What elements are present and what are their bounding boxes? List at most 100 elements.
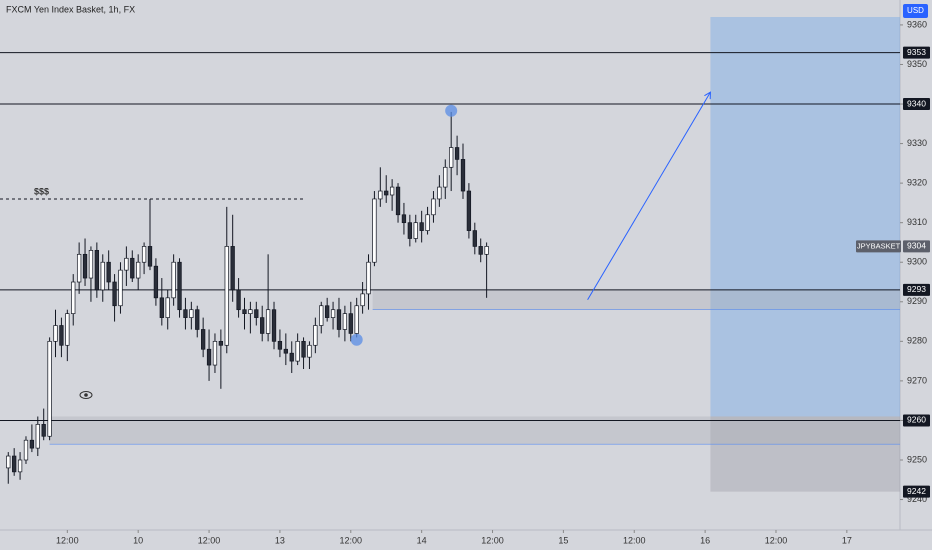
candle-body [29,439,35,449]
candle-body [141,246,147,263]
candle-body [224,246,229,346]
candle-body [106,261,111,283]
candle-body [189,309,194,318]
candle-body [283,348,288,354]
target-zone [710,17,900,417]
candle-body [265,309,271,334]
x-tick-label: 12:00 [481,535,504,545]
candle-body [94,250,100,291]
candle-body [124,257,129,271]
candle-body [159,297,164,318]
candle-body [342,313,348,330]
candle-body [419,222,424,231]
eye-outline[interactable] [79,391,93,399]
candle-body [319,305,324,326]
candle-body [336,309,342,330]
arrow-head [704,91,711,100]
candle-body [295,340,300,362]
x-tick-label: 13 [275,535,285,545]
y-tick-label: 9280 [907,336,927,346]
candle-body [242,309,247,314]
y-tick-label: 9360 [907,19,927,29]
visibility-icon[interactable] [79,391,93,399]
candle-body [12,455,17,473]
price-label-box [903,414,930,427]
candle-body [360,293,365,307]
candle-body [6,455,11,469]
y-tick-label: 9350 [907,59,927,69]
candle-body [23,439,29,461]
candle-body [200,329,206,350]
candle-body [389,186,395,196]
candle-body [71,281,76,314]
symbol-label: JPYBASKET [857,241,901,250]
candle-body [206,348,212,366]
liquidity-label: $$$ [34,186,49,196]
currency-label[interactable]: USD [907,6,924,15]
price-label: 9353 [907,47,926,57]
arrow [587,91,711,301]
price-label-box [903,240,930,253]
y-tick-label: 9250 [907,454,927,464]
candle-body [301,340,306,358]
candle-body [289,352,294,362]
candle-body [330,309,336,318]
candle-body [431,198,436,216]
currency-button[interactable] [903,4,928,18]
candle-body [307,344,312,358]
candle-body [443,166,448,188]
y-tick-label: 9290 [907,296,927,306]
candle-body [449,147,454,168]
x-tick-label: 17 [842,535,852,545]
candle-body [366,261,371,295]
candle-body [100,261,105,291]
candle-body [195,309,200,330]
y-tick-label: 9320 [907,178,927,188]
candle-body [425,214,430,231]
candle-body [248,309,253,314]
price-label-box [903,283,930,296]
candle-body [454,147,460,160]
x-tick-label: 10 [133,535,143,545]
price-label: 9340 [907,98,926,108]
candle-body [171,261,176,299]
candle-body [59,325,64,346]
y-tick-label: 9310 [907,217,927,227]
x-tick-label: 15 [558,535,568,545]
candle-body [478,246,483,255]
x-tick-label: 12:00 [765,535,788,545]
stop-zone [710,416,900,492]
candle-body [88,250,94,279]
price-label: 9304 [907,241,926,251]
zone [49,416,900,445]
x-tick-label: 12:00 [340,535,363,545]
candle-body [401,214,407,224]
price-label: 9293 [907,284,926,294]
candle-body [82,253,88,279]
candle-body [183,309,188,318]
candle-body [165,297,170,318]
candle-body [53,325,58,342]
y-tick-label: 9240 [907,494,927,504]
candle-body [354,305,359,334]
x-tick-label: 12:00 [198,535,221,545]
candle-body [136,261,141,279]
candle-body [112,281,117,307]
price-label: 9242 [907,486,926,496]
x-tick-label: 12:00 [623,535,646,545]
x-tick-label: 14 [417,535,427,545]
candle-body [177,261,182,311]
candle-body [35,424,40,449]
candle-body [254,309,259,318]
eye-pupil[interactable] [84,393,88,397]
candle-body [313,325,318,346]
marker [445,104,458,117]
candle-body [271,309,277,342]
candle-body [47,340,52,437]
candle-body [407,222,412,239]
y-tick-label: 9330 [907,138,927,148]
candle-body [147,246,153,267]
candle-body [384,190,389,196]
price-label-box [903,98,930,111]
candle-body [437,186,442,200]
